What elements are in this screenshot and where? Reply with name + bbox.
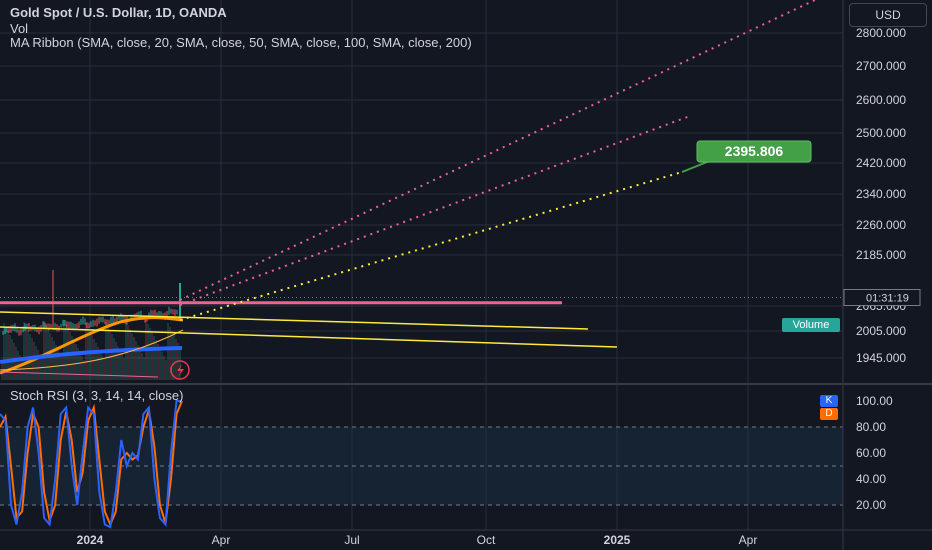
stoch-k-line [0, 400, 182, 529]
ma-ribbon-legend: MA Ribbon (SMA, close, 20, SMA, close, 5… [10, 35, 472, 50]
time-axis-label: Jul [344, 533, 359, 547]
time-axis-label: Oct [477, 533, 496, 547]
lightning-icon [170, 360, 190, 380]
ma-20-line [0, 316, 184, 375]
ma-50-line [0, 346, 183, 364]
time-axis-label: Apr [212, 533, 231, 547]
countdown-label: 01:31:19 [866, 293, 909, 305]
price-tick-label: 2800.000 [856, 26, 906, 40]
ma-200-line [0, 371, 159, 378]
projection-line-pink-steep [179, 0, 816, 301]
stoch-tick-label: 20.00 [856, 498, 886, 512]
time-axis-label: 2025 [604, 533, 631, 547]
stoch-tick-label: 60.00 [856, 446, 886, 460]
price-tick-label: 2260.000 [856, 218, 906, 232]
stoch-tick-label: 40.00 [856, 472, 886, 486]
currency-button[interactable]: USD [849, 3, 927, 27]
stoch-rsi-legend: Stoch RSI (3, 3, 14, 14, close) [10, 388, 184, 403]
channel-lower-line [0, 326, 618, 348]
price-tick-label: 2500.000 [856, 126, 906, 140]
time-axis-label: Apr [739, 533, 758, 547]
lightning-icon [177, 364, 184, 377]
stoch-d-line [0, 400, 183, 528]
drawings: 2395.806 [0, 0, 843, 380]
volume-tag: Volume [782, 318, 840, 332]
stoch-rsi-pane: 100.00 80.00 60.00 40.00 20.00 [0, 394, 893, 529]
channel-upper-line [0, 311, 589, 330]
target-label: 2395.806 [725, 143, 784, 159]
price-tick-label: 2185.000 [856, 248, 906, 262]
price-tick-label: 2005.000 [856, 324, 906, 338]
projection-line-pink [179, 115, 691, 306]
d-tag: D [820, 408, 838, 420]
countdown-tag [843, 289, 921, 306]
price-tick-label: 2700.000 [856, 59, 906, 73]
time-axis-label: 2024 [77, 533, 104, 547]
ma-100-line [0, 329, 184, 371]
volume-legend: Vol [10, 21, 29, 36]
price-series [0, 270, 184, 378]
stoch-tick-label: 100.00 [856, 394, 893, 408]
target-label-box [696, 140, 812, 163]
price-tick-label: 2600.000 [856, 93, 906, 107]
grid-lines [0, 0, 843, 530]
stoch-tick-label: 80.00 [856, 420, 886, 434]
price-tick-label: 1945.000 [856, 351, 906, 365]
symbol-title: Gold Spot / U.S. Dollar, 1D, OANDA [10, 5, 227, 20]
price-tick-label: 2340.000 [856, 187, 906, 201]
price-tick-label: 2420.000 [856, 156, 906, 170]
k-tag: K [820, 395, 838, 407]
